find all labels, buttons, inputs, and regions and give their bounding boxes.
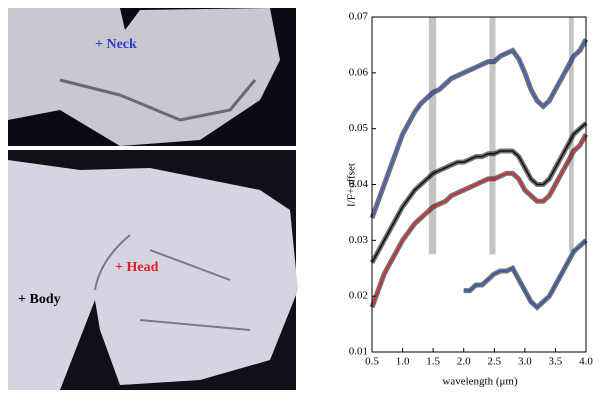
y-tick-label: 0.05	[349, 122, 369, 134]
x-tick-label: 0.5	[365, 356, 379, 368]
series-line	[371, 133, 587, 308]
body-label: + Body	[18, 292, 61, 307]
x-tick-label: 3.5	[549, 356, 563, 368]
y-tick-label: 0.02	[349, 290, 368, 302]
y-tick-label: 0.03	[349, 234, 369, 246]
comet-images: + Neck + Head + Body	[8, 8, 298, 390]
x-tick-label: 4.0	[579, 356, 593, 368]
x-axis-label: wavelength (μm)	[442, 376, 518, 388]
head-label: + Head	[115, 260, 159, 275]
series-line	[463, 239, 587, 309]
comet-shadow	[94, 234, 251, 331]
series-noise	[463, 238, 588, 311]
x-tick-label: 3.0	[518, 356, 532, 368]
x-tick-label: 1.0	[396, 356, 410, 368]
series-line	[371, 122, 587, 264]
plot-frame	[371, 16, 587, 353]
y-axis-label: I/F+offset	[346, 163, 358, 207]
absorption-band	[428, 17, 437, 255]
neck-label: + Neck	[95, 37, 137, 52]
series-line	[371, 38, 587, 219]
y-tick-label: 0.06	[349, 66, 369, 78]
y-tick-label: 0.01	[349, 346, 368, 358]
x-tick-label: 1.5	[426, 356, 440, 368]
comet-shadow	[59, 78, 257, 122]
x-tick-label: 2.5	[487, 356, 501, 368]
x-tick-label: 2.0	[457, 356, 471, 368]
absorption-band	[489, 17, 496, 255]
y-tick-label: 0.04	[349, 178, 369, 190]
comet-surface	[8, 8, 280, 146]
y-tick-label: 0.07	[349, 11, 369, 23]
series-noise	[369, 133, 589, 309]
comet-surface	[8, 160, 298, 390]
